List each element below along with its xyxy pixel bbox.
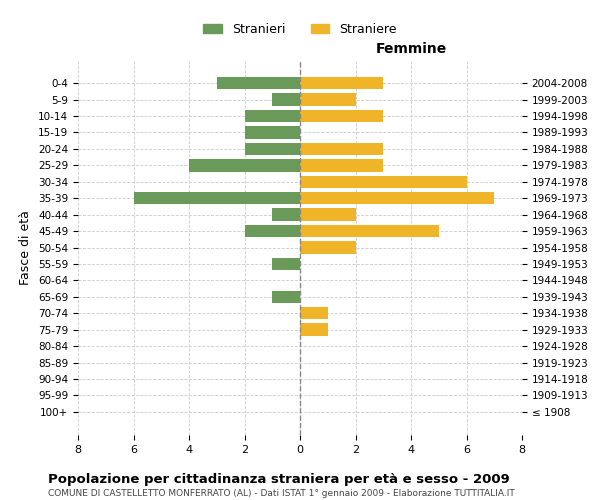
Bar [300, 242, 355, 254]
Bar [245, 110, 300, 122]
Text: COMUNE DI CASTELLETTO MONFERRATO (AL) - Dati ISTAT 1° gennaio 2009 - Elaborazion: COMUNE DI CASTELLETTO MONFERRATO (AL) - … [48, 489, 515, 498]
Legend: Stranieri, Straniere: Stranieri, Straniere [198, 18, 402, 40]
Bar [300, 110, 383, 122]
Y-axis label: Anni di nascita: Anni di nascita [596, 201, 600, 294]
Bar [300, 324, 328, 336]
Bar [133, 192, 300, 204]
Bar [300, 192, 494, 204]
Bar [300, 94, 355, 106]
Bar [189, 159, 300, 172]
Bar [272, 94, 300, 106]
Bar [245, 126, 300, 138]
Bar [272, 258, 300, 270]
Bar [272, 290, 300, 303]
Bar [300, 176, 467, 188]
Bar [245, 143, 300, 155]
Bar [300, 225, 439, 237]
Bar [245, 225, 300, 237]
Text: Femmine: Femmine [376, 42, 446, 56]
Bar [300, 77, 383, 90]
Bar [272, 208, 300, 221]
Bar [300, 208, 355, 221]
Text: Popolazione per cittadinanza straniera per età e sesso - 2009: Popolazione per cittadinanza straniera p… [48, 472, 510, 486]
Y-axis label: Fasce di età: Fasce di età [19, 210, 32, 285]
Bar [300, 143, 383, 155]
Bar [300, 307, 328, 320]
Bar [300, 159, 383, 172]
Bar [217, 77, 300, 90]
